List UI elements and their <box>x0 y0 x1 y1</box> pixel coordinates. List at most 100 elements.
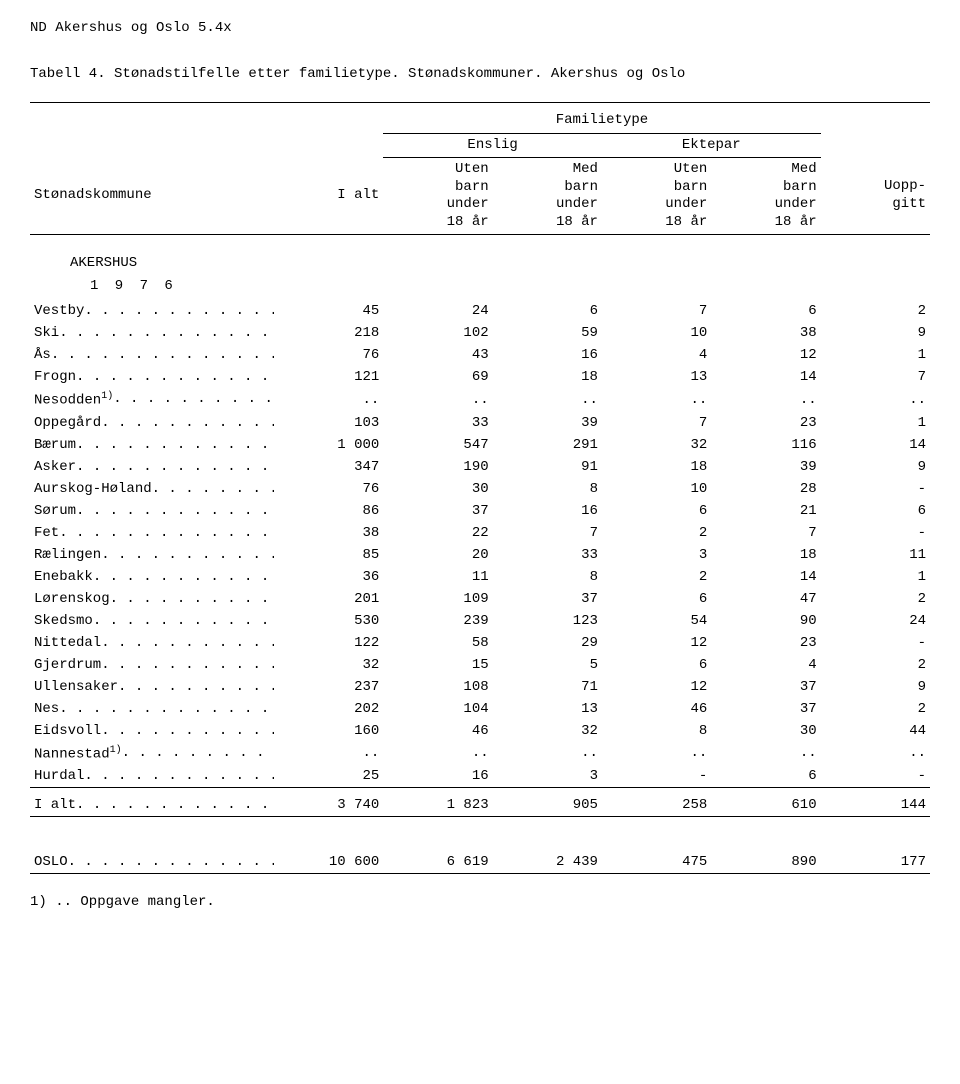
row-label: Ullensaker . . . . . . . . . . . . . . .… <box>30 676 274 698</box>
cell: .. <box>602 388 711 412</box>
cell: 32 <box>493 720 602 742</box>
table-row: Ås . . . . . . . . . . . . . . . . . . .… <box>30 344 930 366</box>
row-label: Vestby . . . . . . . . . . . . . . . . .… <box>30 300 274 322</box>
cell: 1 <box>821 566 930 588</box>
cell: 8 <box>493 478 602 500</box>
cell: 12 <box>602 632 711 654</box>
row-label: Enebakk . . . . . . . . . . . . . . . . … <box>30 566 274 588</box>
cell: 18 <box>711 544 820 566</box>
footnote: 1) .. Oppgave mangler. <box>30 894 930 910</box>
cell: 37 <box>383 500 492 522</box>
cell: 32 <box>602 434 711 456</box>
row-label: Gjerdrum . . . . . . . . . . . . . . . .… <box>30 654 274 676</box>
cell: 9 <box>821 456 930 478</box>
cell: 6 <box>711 765 820 788</box>
row-label: Aurskog-Høland . . . . . . . . . . . . .… <box>30 478 274 500</box>
cell: 18 <box>493 366 602 388</box>
row-label: Bærum . . . . . . . . . . . . . . . . . … <box>30 434 274 456</box>
cell: 6 <box>602 654 711 676</box>
cell: 218 <box>274 322 383 344</box>
cell: 109 <box>383 588 492 610</box>
hdr-enslig-uten: Uten barn under 18 år <box>383 158 492 235</box>
row-label: Eidsvoll . . . . . . . . . . . . . . . .… <box>30 720 274 742</box>
row-label: Rælingen . . . . . . . . . . . . . . . .… <box>30 544 274 566</box>
cell: .. <box>821 388 930 412</box>
cell: - <box>602 765 711 788</box>
cell: 14 <box>711 366 820 388</box>
cell: 905 <box>493 794 602 817</box>
cell: 103 <box>274 412 383 434</box>
cell: 547 <box>383 434 492 456</box>
row-label: Nittedal . . . . . . . . . . . . . . . .… <box>30 632 274 654</box>
cell: 202 <box>274 698 383 720</box>
cell: 2 <box>821 654 930 676</box>
row-label: OSLO . . . . . . . . . . . . . . . . . .… <box>30 851 274 873</box>
cell: 7 <box>602 300 711 322</box>
cell: 160 <box>274 720 383 742</box>
cell: 16 <box>493 500 602 522</box>
cell: 20 <box>383 544 492 566</box>
hdr-ektepar-med: Med barn under 18 år <box>711 158 820 235</box>
cell: 2 <box>821 588 930 610</box>
cell: 116 <box>711 434 820 456</box>
cell: 12 <box>602 676 711 698</box>
table-row: Enebakk . . . . . . . . . . . . . . . . … <box>30 566 930 588</box>
cell: 33 <box>383 412 492 434</box>
cell: 2 <box>821 698 930 720</box>
cell: 104 <box>383 698 492 720</box>
cell: 12 <box>711 344 820 366</box>
cell: .. <box>821 742 930 766</box>
cell: 24 <box>821 610 930 632</box>
row-label: Asker . . . . . . . . . . . . . . . . . … <box>30 456 274 478</box>
table-row: Skedsmo . . . . . . . . . . . . . . . . … <box>30 610 930 632</box>
hdr-familietype: Familietype <box>383 109 820 133</box>
row-label: Ski . . . . . . . . . . . . . . . . . . … <box>30 322 274 344</box>
cell: 13 <box>602 366 711 388</box>
row-label: Lørenskog . . . . . . . . . . . . . . . … <box>30 588 274 610</box>
cell: .. <box>383 742 492 766</box>
year-heading: 1 9 7 6 <box>30 275 930 300</box>
cell: 10 <box>602 322 711 344</box>
cell: 530 <box>274 610 383 632</box>
cell: 890 <box>711 851 820 874</box>
cell: 14 <box>821 434 930 456</box>
cell: 16 <box>383 765 492 788</box>
cell: 23 <box>711 632 820 654</box>
cell: 16 <box>493 344 602 366</box>
cell: 4 <box>602 344 711 366</box>
cell: 76 <box>274 344 383 366</box>
cell: 3 <box>602 544 711 566</box>
cell: 6 <box>602 588 711 610</box>
cell: 28 <box>711 478 820 500</box>
cell: .. <box>383 388 492 412</box>
section-heading: AKERSHUS <box>30 241 930 275</box>
cell: 69 <box>383 366 492 388</box>
cell: .. <box>493 742 602 766</box>
row-label: Oppegård . . . . . . . . . . . . . . . .… <box>30 412 274 434</box>
table-row: Nittedal . . . . . . . . . . . . . . . .… <box>30 632 930 654</box>
table-row: Bærum . . . . . . . . . . . . . . . . . … <box>30 434 930 456</box>
row-label: I alt . . . . . . . . . . . . . . . . . … <box>30 794 274 816</box>
hdr-enslig: Enslig <box>383 133 602 158</box>
cell: 7 <box>602 412 711 434</box>
hdr-ektepar-uten: Uten barn under 18 år <box>602 158 711 235</box>
cell: 10 <box>602 478 711 500</box>
cell: 23 <box>711 412 820 434</box>
cell: 29 <box>493 632 602 654</box>
cell: 6 <box>821 500 930 522</box>
cell: 37 <box>493 588 602 610</box>
cell: 190 <box>383 456 492 478</box>
cell: 54 <box>602 610 711 632</box>
cell: 9 <box>821 322 930 344</box>
cell: 239 <box>383 610 492 632</box>
cell: 76 <box>274 478 383 500</box>
cell: 25 <box>274 765 383 788</box>
cell: 45 <box>274 300 383 322</box>
cell: 22 <box>383 522 492 544</box>
cell: 14 <box>711 566 820 588</box>
cell: 201 <box>274 588 383 610</box>
table-row: Oppegård . . . . . . . . . . . . . . . .… <box>30 412 930 434</box>
doc-header: ND Akershus og Oslo 5.4x <box>30 20 930 36</box>
cell: - <box>821 632 930 654</box>
cell: 37 <box>711 698 820 720</box>
